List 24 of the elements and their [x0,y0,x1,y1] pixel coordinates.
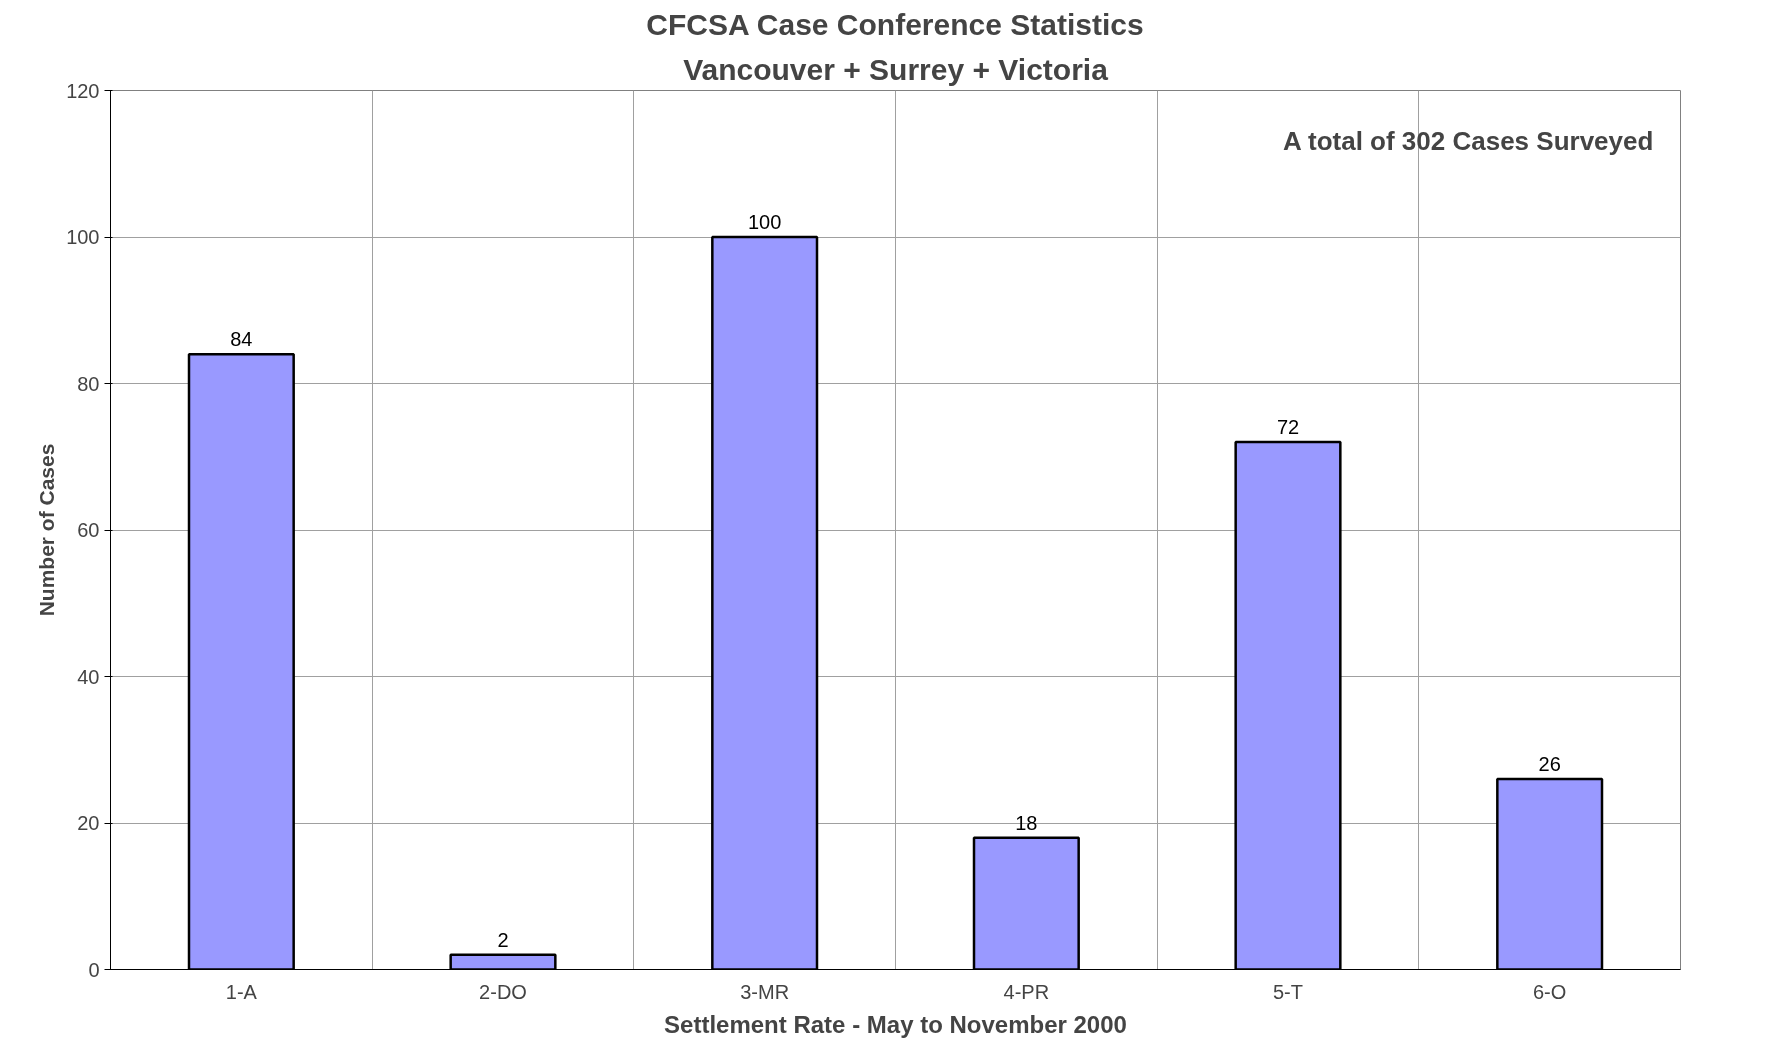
y-tick-label: 40 [77,665,100,688]
annotation: A total of 302 Cases Surveyed [1282,126,1654,157]
y-tick-label: 80 [77,372,100,395]
x-tick-label: 1-A [225,980,258,1003]
x-axis-title: Settlement Rate - May to November 2000 [664,1010,1127,1038]
x-tick-label: 6-O [1533,980,1567,1003]
data-label: 18 [1015,811,1038,834]
x-tick-label: 2-DO [479,980,527,1003]
chart-subtitle: Vancouver + Surrey + Victoria [683,52,1109,86]
chart-title: CFCSA Case Conference Statistics [646,7,1144,41]
data-label: 2 [497,928,509,951]
data-label: 84 [230,328,253,351]
data-label: 72 [1276,416,1300,439]
x-tick-label: 3-MR [740,980,790,1003]
x-tick-label: 4-PR [1003,980,1050,1003]
y-tick-label: 0 [88,958,100,981]
data-label: 100 [747,211,782,233]
data-label: 26 [1538,753,1561,776]
y-tick-label: 20 [77,812,100,834]
y-tick-label: 100 [66,226,100,248]
x-tick-label: 5-T [1273,980,1303,1003]
y-axis-title: Number of Cases [35,443,59,617]
y-tick-label: 120 [66,79,100,102]
y-tick-label: 60 [77,519,100,541]
